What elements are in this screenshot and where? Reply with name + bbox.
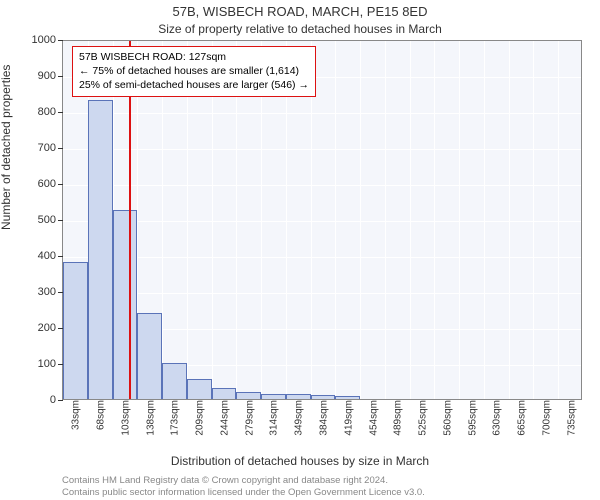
x-tick-label: 735sqm xyxy=(562,400,577,436)
x-tick-label: 349sqm xyxy=(290,400,305,436)
y-axis-label: Number of detached properties xyxy=(0,65,13,230)
y-tick-label: 1000 xyxy=(32,34,62,46)
histogram-bar xyxy=(63,262,88,399)
gridline-v xyxy=(360,41,361,399)
x-tick-label: 138sqm xyxy=(141,400,156,436)
gridline-v xyxy=(484,41,485,399)
y-tick-label: 0 xyxy=(50,394,62,406)
x-tick-label: 560sqm xyxy=(438,400,453,436)
marker-annotation-box: 57B WISBECH ROAD: 127sqm← 75% of detache… xyxy=(72,46,316,97)
histogram-bar xyxy=(137,313,162,399)
gridline-h xyxy=(63,113,581,114)
x-tick-label: 173sqm xyxy=(166,400,181,436)
annotation-line: ← 75% of detached houses are smaller (1,… xyxy=(79,64,309,78)
gridline-v xyxy=(434,41,435,399)
copyright-line-2: Contains public sector information licen… xyxy=(62,487,425,498)
histogram-bar xyxy=(236,392,261,399)
chart-plot-area: 57B WISBECH ROAD: 127sqm← 75% of detache… xyxy=(62,40,582,400)
x-axis-label: Distribution of detached houses by size … xyxy=(0,454,600,468)
histogram-bar xyxy=(162,363,187,399)
x-tick-label: 314sqm xyxy=(265,400,280,436)
histogram-bar xyxy=(261,394,286,399)
chart-title-address: 57B, WISBECH ROAD, MARCH, PE15 8ED xyxy=(0,4,600,19)
gridline-h xyxy=(63,221,581,222)
histogram-bar xyxy=(187,379,212,399)
x-tick-label: 419sqm xyxy=(339,400,354,436)
histogram-bar xyxy=(212,388,237,399)
gridline-v xyxy=(558,41,559,399)
histogram-bar xyxy=(311,395,336,399)
y-tick-label: 200 xyxy=(38,322,62,334)
x-tick-label: 489sqm xyxy=(389,400,404,436)
gridline-v xyxy=(459,41,460,399)
histogram-bar xyxy=(113,210,138,399)
x-tick-label: 68sqm xyxy=(92,400,107,430)
x-tick-label: 525sqm xyxy=(414,400,429,436)
y-tick-label: 800 xyxy=(38,106,62,118)
annotation-line: 25% of semi-detached houses are larger (… xyxy=(79,78,309,92)
x-tick-label: 595sqm xyxy=(463,400,478,436)
x-tick-label: 665sqm xyxy=(513,400,528,436)
gridline-v xyxy=(533,41,534,399)
x-tick-label: 244sqm xyxy=(215,400,230,436)
y-tick-label: 900 xyxy=(38,70,62,82)
annotation-line: 57B WISBECH ROAD: 127sqm xyxy=(79,50,309,64)
y-tick-label: 700 xyxy=(38,142,62,154)
gridline-h xyxy=(63,185,581,186)
gridline-v xyxy=(335,41,336,399)
y-tick-label: 100 xyxy=(38,358,62,370)
gridline-h xyxy=(63,257,581,258)
y-tick-label: 400 xyxy=(38,250,62,262)
x-tick-label: 630sqm xyxy=(488,400,503,436)
copyright-line-1: Contains HM Land Registry data © Crown c… xyxy=(62,475,388,486)
y-tick-label: 500 xyxy=(38,214,62,226)
gridline-h xyxy=(63,293,581,294)
x-tick-label: 209sqm xyxy=(191,400,206,436)
x-tick-label: 700sqm xyxy=(537,400,552,436)
histogram-bar xyxy=(286,394,311,399)
x-tick-label: 279sqm xyxy=(240,400,255,436)
histogram-bar xyxy=(88,100,113,399)
x-tick-label: 384sqm xyxy=(315,400,330,436)
gridline-h xyxy=(63,149,581,150)
gridline-v xyxy=(385,41,386,399)
y-tick-label: 300 xyxy=(38,286,62,298)
gridline-v xyxy=(410,41,411,399)
chart-subtitle: Size of property relative to detached ho… xyxy=(0,22,600,36)
histogram-bar xyxy=(335,396,360,399)
x-tick-label: 454sqm xyxy=(364,400,379,436)
x-tick-label: 33sqm xyxy=(67,400,82,430)
x-tick-label: 103sqm xyxy=(116,400,131,436)
y-tick-label: 600 xyxy=(38,178,62,190)
gridline-v xyxy=(509,41,510,399)
